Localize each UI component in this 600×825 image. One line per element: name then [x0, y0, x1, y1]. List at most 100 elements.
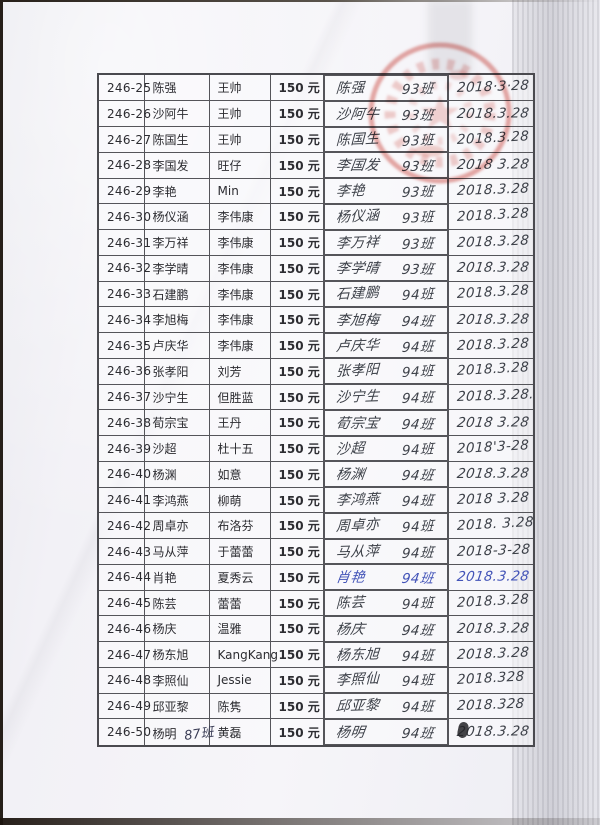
printed-name: 沙超 — [152, 442, 177, 457]
printed-name: 肖艳 — [152, 570, 177, 585]
amount-cell: 150 元 — [269, 692, 324, 720]
printed-name: 杨渊 — [152, 467, 177, 482]
alias-cell: 布洛芬 — [208, 512, 271, 540]
table-row: 246-38 荀宗宝 王丹 150 元 荀宗宝 94班 2018 3.28 — [97, 409, 535, 437]
table-row: 246-49 邱亚黎 陈隽 150 元 邱亚黎 94班 2018.328 — [97, 692, 535, 720]
signature-cell: 沙超 94班 — [323, 435, 448, 462]
table-row: 246-28 李国发 旺仔 150 元 李国发 93班 2018 3.28 — [97, 151, 535, 179]
handwritten-class: 94班 — [400, 416, 436, 433]
name-cell: 邱亚黎 — [143, 692, 210, 720]
name-cell: 马从萍 — [143, 538, 210, 565]
name-cell: 李旭梅 — [143, 306, 210, 334]
handwritten-class: 94班 — [402, 518, 435, 536]
alias-cell: 王帅 — [208, 100, 271, 128]
name-cell: 卢庆华 — [143, 332, 210, 359]
handwritten-class: 94班 — [401, 698, 435, 717]
row-id-cell: 246-31 — [97, 229, 151, 256]
scan-edge-top — [0, 0, 600, 2]
amount-cell: 150 元 — [269, 486, 324, 514]
handwritten-signature: 石建鹏 — [335, 284, 380, 304]
name-cell: 陈国生 — [143, 126, 210, 153]
date-cell: 2018.3.28 — [447, 563, 535, 591]
handwritten-signature: 周卓亦 — [335, 516, 380, 535]
printed-name: 李国发 — [152, 158, 189, 173]
row-id-cell: 246-40 — [97, 460, 151, 488]
date-cell: 2018.3.28 — [447, 229, 535, 256]
alias-cell: 李伟康 — [208, 332, 271, 359]
amount-cell: 150 元 — [269, 460, 324, 488]
row-id-cell: 246-28 — [97, 151, 151, 179]
table-row: 246-35 卢庆华 李伟康 150 元 卢庆华 94班 2018.3.28 — [97, 332, 535, 359]
handwritten-class: 93班 — [400, 107, 436, 124]
amount-cell: 150 元 — [269, 280, 324, 308]
handwritten-date: 2018 3.28 — [455, 489, 530, 509]
table-row: 246-50 杨明 87班 黄磊 150 元 杨明 94班 2018.3.28 — [97, 718, 535, 747]
printed-name: 杨明 — [152, 726, 177, 741]
handwritten-date: 2018.3.28 — [456, 282, 529, 303]
handwritten-date: 2018.3.28. — [455, 386, 535, 406]
handwritten-class: 93班 — [402, 131, 435, 150]
printed-name: 马从萍 — [152, 545, 189, 560]
table-row: 246-27 陈国生 王帅 150 元 陈国生 93班 2018.3.28 — [97, 126, 535, 153]
table-row: 246-48 李照仙 Jessie 150 元 李照仙 94班 2018.328 — [97, 666, 535, 694]
amount-cell: 150 元 — [269, 641, 324, 668]
signature-cell: 陈芸 94班 — [323, 590, 448, 616]
handwritten-signature: 陈国生 — [335, 130, 380, 149]
printed-name: 杨庆 — [152, 622, 177, 637]
handwritten-signature: 李学晴 — [334, 260, 380, 278]
date-cell: 2018.3.28 — [447, 306, 535, 334]
amount-cell: 150 元 — [269, 177, 324, 205]
alias-cell: 王帅 — [208, 126, 271, 153]
amount-cell: 150 元 — [269, 306, 324, 334]
handwritten-signature: 杨仪涵 — [335, 207, 380, 226]
name-cell: 沙超 — [143, 435, 210, 462]
printed-name: 李学晴 — [152, 261, 189, 276]
handwritten-signature: 邱亚黎 — [334, 697, 380, 716]
handwritten-date: 2018.3.28 — [456, 591, 529, 612]
handwritten-date: 2018.3.28 — [455, 334, 530, 354]
handwritten-class: 94班 — [401, 338, 435, 356]
table-row: 246-30 杨仪涵 李伟康 150 元 杨仪涵 93班 2018.3.28 — [97, 203, 535, 231]
row-id-cell: 246-45 — [97, 589, 151, 617]
alias-cell: 如意 — [208, 460, 271, 488]
handwritten-class: 94班 — [402, 440, 435, 459]
signature-cell: 卢庆华 94班 — [323, 332, 448, 359]
alias-cell: 陈隽 — [208, 692, 271, 720]
table-row: 246-33 石建鹏 李伟康 150 元 石建鹏 94班 2018.3.28 — [97, 280, 535, 308]
date-cell: 2018'3-28 — [447, 435, 535, 462]
amount-cell: 150 元 — [269, 409, 324, 437]
alias-cell: 于蕾蕾 — [208, 538, 271, 565]
handwritten-date: 2018.3.28 — [455, 723, 530, 741]
table-row: 246-43 马从萍 于蕾蕾 150 元 马从萍 94班 2018-3-28 — [97, 538, 535, 565]
handwritten-signature: 沙宁生 — [334, 388, 380, 407]
date-cell: 2018.3.28 — [447, 332, 535, 359]
alias-cell: 柳萌 — [208, 486, 271, 514]
signature-cell: 李万祥 93班 — [323, 229, 448, 256]
name-cell: 肖艳 — [143, 563, 210, 591]
printed-name: 卢庆华 — [152, 339, 189, 354]
date-cell: 2018-3-28 — [447, 538, 535, 565]
handwritten-signature: 沙超 — [335, 440, 365, 458]
handwritten-class: 94班 — [402, 672, 435, 691]
handwritten-date: 2018.3.28 — [455, 259, 530, 277]
handwritten-class: 93班 — [401, 80, 435, 98]
amount-cell: 150 元 — [269, 512, 324, 540]
handwritten-class: 93班 — [400, 262, 436, 279]
amount-cell: 150 元 — [269, 73, 324, 102]
alias-cell: 王丹 — [208, 409, 271, 437]
handwritten-date: 2018-3-28 — [455, 540, 531, 560]
handwritten-class: 94班 — [400, 571, 436, 588]
date-cell: 2018.3.28 — [447, 589, 535, 617]
table-row: 246-44 肖艳 夏秀云 150 元 肖艳 94班 2018.3.28 — [97, 563, 535, 591]
date-cell: 2018 3.28 — [447, 151, 535, 179]
date-cell: 2018.3.28 — [447, 615, 535, 643]
printed-name: 陈芸 — [152, 596, 177, 611]
handwritten-signature: 马从萍 — [334, 543, 380, 561]
row-id-cell: 246-29 — [97, 177, 151, 205]
handwritten-signature: 李万祥 — [334, 234, 380, 252]
table-row: 246-34 李旭梅 李伟康 150 元 李旭梅 94班 2018.3.28 — [97, 306, 535, 334]
handwritten-class: 94班 — [401, 492, 435, 511]
name-cell: 张孝阳 — [143, 357, 210, 385]
handwritten-date: 2018.3.28 — [456, 204, 529, 225]
